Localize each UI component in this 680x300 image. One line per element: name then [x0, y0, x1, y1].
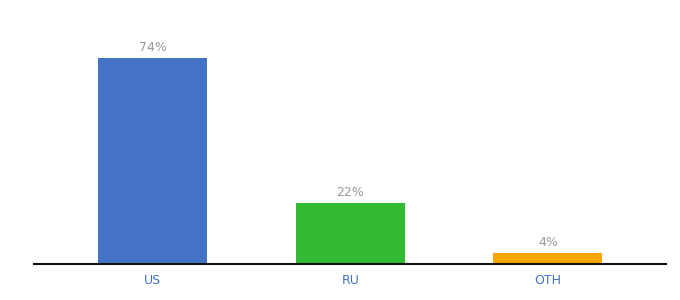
Text: 74%: 74%	[139, 41, 167, 54]
Text: 22%: 22%	[337, 186, 364, 199]
Bar	[296, 203, 405, 264]
Bar	[98, 58, 207, 264]
Bar	[494, 253, 602, 264]
Text: 4%: 4%	[538, 236, 558, 249]
